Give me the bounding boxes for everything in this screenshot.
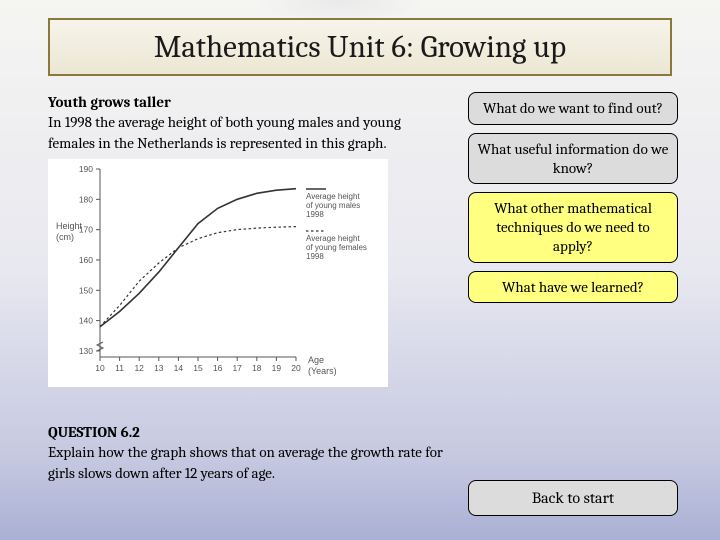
svg-text:13: 13: [154, 363, 164, 373]
svg-text:190: 190: [79, 164, 93, 174]
right-column: What do we want to find out? What useful…: [468, 92, 678, 303]
svg-text:11: 11: [115, 363, 124, 373]
svg-text:14: 14: [174, 363, 184, 373]
svg-text:17: 17: [232, 363, 242, 373]
svg-text:(cm): (cm): [56, 232, 74, 242]
svg-text:140: 140: [79, 315, 93, 325]
card-learned[interactable]: What have we learned?: [468, 271, 678, 304]
intro-block: Youth grows taller In 1998 the average h…: [48, 92, 448, 153]
svg-text:18: 18: [252, 363, 262, 373]
svg-text:Average height: Average height: [306, 234, 360, 243]
svg-text:Age: Age: [308, 355, 324, 365]
svg-text:of young females: of young females: [306, 243, 367, 252]
question-heading: QUESTION 6.2: [48, 422, 448, 442]
svg-text:160: 160: [79, 255, 93, 265]
svg-text:16: 16: [213, 363, 223, 373]
svg-text:1998: 1998: [306, 210, 324, 219]
height-chart: 1301401501601701801901011121314151617181…: [48, 159, 388, 387]
question-body: Explain how the graph shows that on aver…: [48, 442, 448, 483]
svg-text:180: 180: [79, 194, 93, 204]
svg-text:of young males: of young males: [306, 201, 360, 210]
back-to-start-button[interactable]: Back to start: [468, 480, 678, 516]
intro-heading: Youth grows taller: [48, 92, 448, 112]
title-bar: Mathematics Unit 6: Growing up: [48, 18, 672, 76]
svg-text:Average height: Average height: [306, 192, 360, 201]
left-column: Youth grows taller In 1998 the average h…: [48, 92, 448, 387]
svg-text:19: 19: [272, 363, 282, 373]
svg-text:10: 10: [95, 363, 105, 373]
page-title: Mathematics Unit 6: Growing up: [154, 29, 566, 65]
svg-text:Height: Height: [56, 221, 83, 231]
svg-text:12: 12: [134, 363, 144, 373]
svg-text:20: 20: [291, 363, 301, 373]
card-find-out[interactable]: What do we want to find out?: [468, 92, 678, 125]
intro-body: In 1998 the average height of both young…: [48, 112, 448, 153]
svg-text:150: 150: [79, 285, 93, 295]
svg-text:15: 15: [193, 363, 203, 373]
chart-svg: 1301401501601701801901011121314151617181…: [48, 159, 388, 387]
card-useful-info[interactable]: What useful information do we know?: [468, 133, 678, 185]
svg-text:1998: 1998: [306, 252, 324, 261]
card-techniques[interactable]: What other mathematical techniques do we…: [468, 192, 678, 262]
question-block: QUESTION 6.2 Explain how the graph shows…: [48, 422, 448, 483]
svg-text:(Years): (Years): [308, 366, 337, 376]
svg-text:130: 130: [79, 346, 93, 356]
